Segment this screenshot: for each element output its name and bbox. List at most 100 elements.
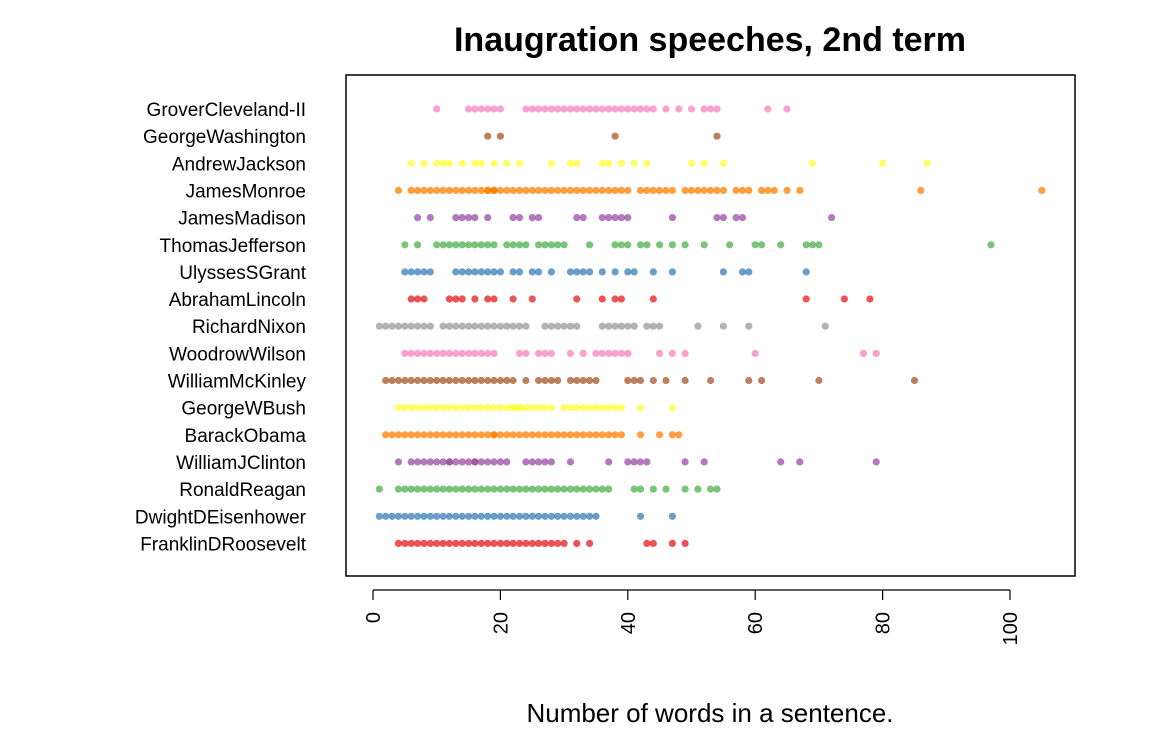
data-point: [452, 539, 460, 548]
data-point: [566, 268, 575, 276]
data-point: [611, 322, 619, 330]
data-point: [471, 241, 479, 249]
category-label: JamesMadison: [178, 209, 306, 230]
data-point: [917, 186, 925, 194]
data-point: [617, 159, 626, 167]
data-point: [758, 186, 766, 194]
data-point: [388, 376, 396, 385]
data-point: [630, 105, 638, 113]
data-point: [872, 349, 880, 357]
data-point: [821, 322, 829, 330]
data-point: [471, 376, 479, 385]
data-point: [439, 404, 447, 412]
data-point: [522, 404, 530, 412]
data-point: [560, 404, 568, 412]
data-point: [624, 241, 632, 249]
category-label: GeorgeWashington: [143, 127, 306, 148]
data-point: [681, 458, 689, 466]
data-point: [681, 539, 689, 548]
data-point: [605, 105, 613, 113]
data-point: [426, 376, 434, 385]
data-point: [738, 214, 747, 222]
data-point: [407, 404, 415, 412]
data-point: [401, 485, 409, 493]
data-point: [1038, 186, 1046, 194]
data-point: [624, 376, 632, 385]
data-point: [445, 159, 453, 167]
data-point: [414, 295, 422, 303]
data-point: [636, 105, 645, 113]
data-point: [445, 295, 453, 303]
data-point: [439, 159, 447, 167]
data-point: [439, 241, 447, 249]
data-point: [656, 322, 664, 330]
category-label: JamesMonroe: [186, 181, 306, 202]
data-point: [414, 431, 422, 439]
category-labels: GroverCleveland-II GeorgeWashington Andrew…: [135, 100, 307, 555]
data-point: [636, 404, 645, 412]
data-point: [560, 431, 568, 439]
data-point: [439, 485, 447, 493]
data-point: [630, 458, 638, 466]
data-point: [656, 186, 664, 194]
data-point: [496, 322, 504, 330]
data-point: [522, 322, 530, 330]
data-point: [617, 404, 626, 412]
data-point: [490, 349, 498, 357]
x-axis-label: Number of words in a sentence.: [526, 698, 893, 728]
data-point: [662, 485, 670, 493]
data-point: [471, 349, 479, 357]
data-point: [515, 268, 524, 276]
data-point: [465, 431, 473, 439]
data-point: [598, 186, 606, 194]
data-point: [586, 404, 594, 412]
data-point: [554, 105, 562, 113]
data-point: [515, 159, 524, 167]
data-point: [445, 485, 453, 493]
data-point: [503, 431, 511, 439]
data-point: [420, 186, 428, 194]
data-point: [535, 214, 543, 222]
data-point: [465, 268, 473, 276]
data-point: [522, 186, 530, 194]
data-point: [586, 512, 594, 520]
data-point: [630, 322, 638, 330]
category-label: WoodrowWilson: [169, 344, 306, 365]
data-point: [719, 214, 728, 222]
data-point: [452, 241, 460, 249]
data-point: [503, 458, 511, 466]
data-point: [509, 376, 517, 385]
data-point: [426, 349, 434, 357]
data-point: [560, 322, 568, 330]
data-point: [407, 322, 415, 330]
data-point: [566, 458, 575, 466]
data-point: [643, 105, 651, 113]
data-point: [700, 241, 708, 249]
data-point: [471, 186, 479, 194]
data-point: [452, 295, 460, 303]
data-point: [471, 159, 479, 167]
data-point: [624, 458, 632, 466]
data-point: [522, 512, 530, 520]
data-point: [617, 186, 626, 194]
category-label: UlyssesSGrant: [179, 263, 306, 284]
data-point: [528, 458, 536, 466]
data-point: [509, 295, 517, 303]
category-label: AndrewJackson: [172, 154, 306, 175]
data-point: [439, 431, 447, 439]
data-point: [630, 268, 638, 276]
data-point: [458, 512, 466, 520]
data-point: [751, 241, 759, 249]
data-point: [407, 186, 415, 194]
data-point: [535, 458, 543, 466]
data-point: [579, 186, 587, 194]
data-point: [420, 159, 428, 167]
data-point: [426, 431, 434, 439]
data-point: [382, 512, 390, 520]
data-point: [420, 539, 428, 548]
data-point: [541, 431, 549, 439]
data-point: [636, 431, 645, 439]
data-point: [484, 431, 492, 439]
data-point: [605, 349, 613, 357]
data-point: [547, 186, 556, 194]
